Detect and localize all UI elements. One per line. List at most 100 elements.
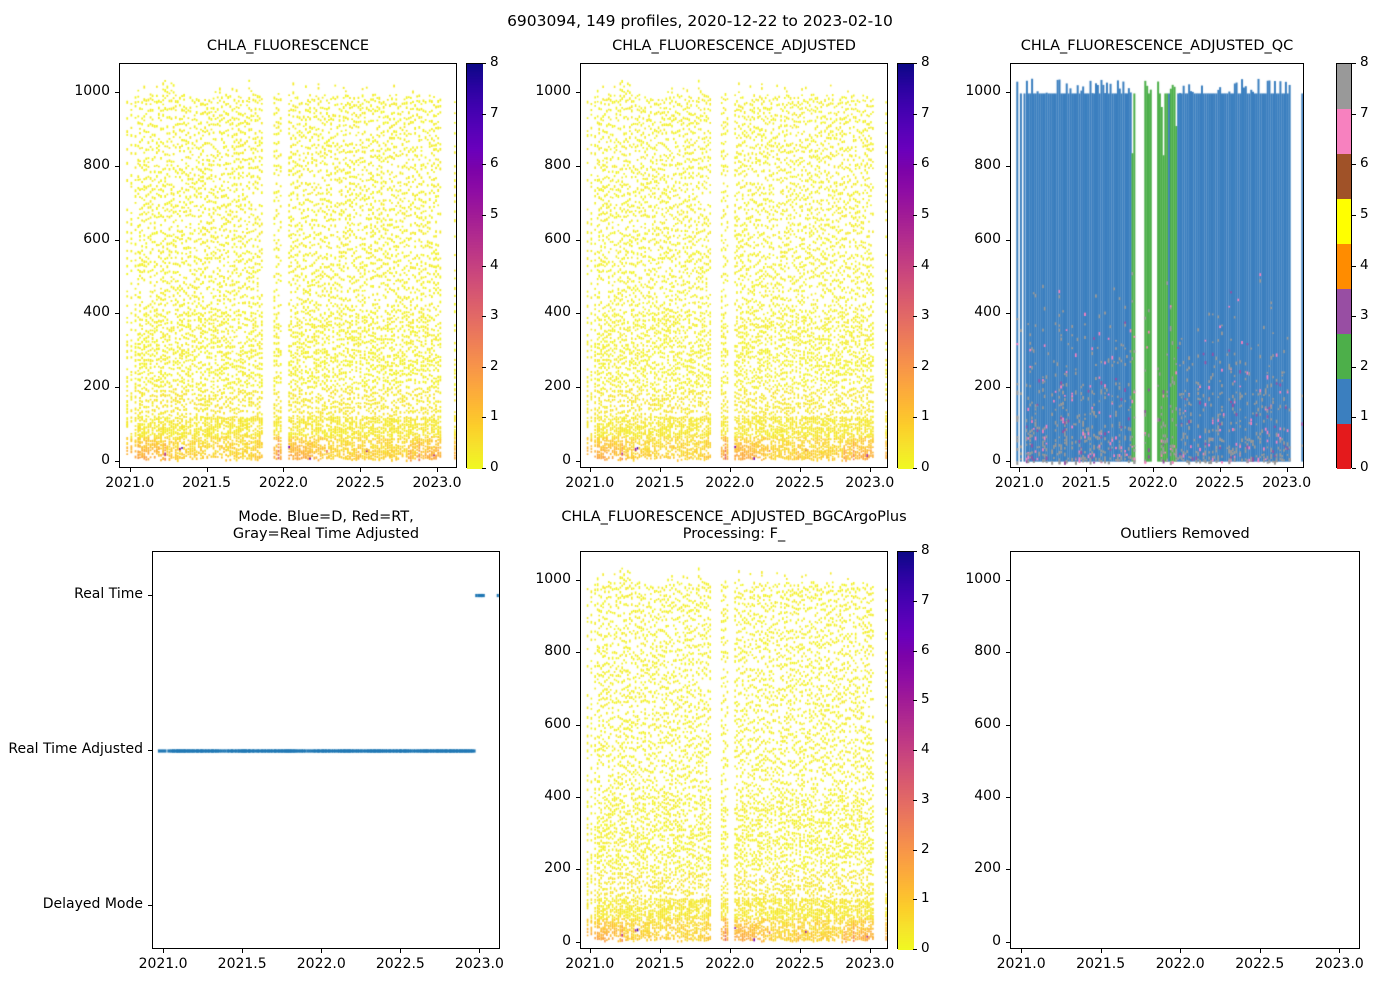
colorbar-ticklabel-chla_fluorescence-1: 1: [490, 408, 499, 425]
colorbar-tick-chla_fluorescence_adjusted_qc-4: [1352, 265, 1356, 267]
xtick-chla_fluorescence_adjusted_bgcargoplus-0: [589, 949, 591, 953]
ytick-chla_fluorescence_adjusted_bgcargoplus-4: [576, 652, 580, 654]
colorbar-tick-chla_fluorescence_adjusted_bgcargoplus-4: [913, 750, 917, 751]
ytick-mode-2: [148, 594, 152, 596]
colorbar-ticklabel-chla_fluorescence-8: 8: [490, 54, 499, 70]
xticklabel-chla_fluorescence_adjusted_bgcargoplus-2: 2022.0: [705, 956, 755, 972]
colorbar-tick-chla_fluorescence_adjusted_qc-3: [1352, 316, 1356, 318]
ytick-chla_fluorescence-4: [115, 166, 119, 168]
colorbar-gradient: [898, 64, 914, 469]
ytick-chla_fluorescence_adjusted_qc-2: [1006, 313, 1010, 315]
colorbar-tick-chla_fluorescence-6: [482, 164, 486, 166]
xticklabel-mode-0: 2021.0: [138, 956, 188, 972]
xtick-chla_fluorescence_adjusted_bgcargoplus-1: [659, 949, 661, 953]
colorbar-segment-0: [1337, 424, 1351, 469]
colorbar-tick-chla_fluorescence_adjusted_bgcargoplus-7: [913, 600, 917, 602]
ytick-outliers_removed-4: [1006, 652, 1010, 654]
xticklabel-mode-2: 2022.0: [296, 956, 346, 972]
colorbar-tick-chla_fluorescence_adjusted-2: [913, 366, 917, 368]
xticklabel-outliers_removed-3: 2022.5: [1235, 956, 1285, 972]
yticklabel-chla_fluorescence_adjusted-2: 400: [544, 304, 571, 321]
colorbar-ticklabel-chla_fluorescence_adjusted_qc-6: 6: [1360, 155, 1369, 172]
xticklabel-chla_fluorescence_adjusted_qc-2: 2022.0: [1128, 475, 1178, 491]
xtick-chla_fluorescence_adjusted_qc-2: [1152, 468, 1154, 472]
xtick-outliers_removed-4: [1339, 949, 1341, 953]
xtick-chla_fluorescence-0: [129, 468, 131, 472]
colorbar-ticklabel-chla_fluorescence_adjusted-2: 2: [921, 357, 930, 374]
plot-area-outliers_removed: [1010, 551, 1360, 949]
colorbar-tick-chla_fluorescence_adjusted-1: [913, 417, 917, 419]
yticklabel-chla_fluorescence_adjusted_bgcargoplus-0: 0: [562, 932, 571, 949]
panel-title-chla_fluorescence_adjusted: CHLA_FLUORESCENCE_ADJUSTED: [612, 38, 856, 54]
ytick-mode-0: [148, 905, 152, 907]
colorbar-ticklabel-chla_fluorescence-5: 5: [490, 205, 499, 222]
xtick-chla_fluorescence_adjusted-2: [729, 468, 731, 472]
colorbar-chla_fluorescence_adjusted: [897, 63, 914, 469]
xtick-outliers_removed-3: [1259, 949, 1261, 953]
colorbar-tick-chla_fluorescence-2: [482, 366, 486, 368]
colorbar-ticklabel-chla_fluorescence_adjusted_qc-5: 5: [1360, 205, 1369, 222]
xticklabel-chla_fluorescence-1: 2021.5: [182, 475, 232, 491]
ytick-outliers_removed-2: [1006, 797, 1010, 799]
xticklabel-chla_fluorescence_adjusted-2: 2022.0: [705, 475, 755, 491]
colorbar-ticklabel-chla_fluorescence_adjusted-0: 0: [921, 459, 930, 475]
panel-title-chla_fluorescence_adjusted_qc: CHLA_FLUORESCENCE_ADJUSTED_QC: [1020, 38, 1294, 54]
colorbar-ticklabel-chla_fluorescence_adjusted-6: 6: [921, 155, 930, 172]
xticklabel-chla_fluorescence_adjusted-3: 2022.5: [775, 475, 825, 491]
yticklabel-chla_fluorescence_adjusted_qc-1: 200: [974, 378, 1001, 394]
yticklabel-outliers_removed-4: 800: [974, 643, 1001, 660]
colorbar-ticklabel-chla_fluorescence-6: 6: [490, 155, 499, 172]
colorbar-ticklabel-chla_fluorescence_adjusted_bgcargoplus-2: 2: [921, 840, 930, 857]
yticklabel-chla_fluorescence_adjusted_qc-0: 0: [992, 451, 1001, 468]
panel-title-line-1: Mode. Blue=D, Red=RT,: [238, 509, 414, 525]
colorbar-ticklabel-chla_fluorescence_adjusted-4: 4: [921, 256, 930, 273]
yticklabel-chla_fluorescence_adjusted_bgcargoplus-1: 200: [544, 860, 571, 877]
colorbar-tick-chla_fluorescence_adjusted_bgcargoplus-1: [913, 899, 917, 901]
yticklabel-chla_fluorescence_adjusted_qc-4: 800: [974, 157, 1001, 174]
xtick-mode-1: [242, 949, 244, 953]
plot-area-chla_fluorescence: [119, 63, 457, 468]
colorbar-tick-chla_fluorescence_adjusted_bgcargoplus-0: [913, 949, 917, 950]
xtick-chla_fluorescence_adjusted_qc-4: [1286, 468, 1288, 472]
yticklabel-outliers_removed-3: 600: [974, 715, 1001, 732]
colorbar-tick-chla_fluorescence_adjusted-0: [913, 468, 917, 469]
yticklabel-chla_fluorescence-2: 400: [83, 304, 110, 321]
ytick-chla_fluorescence-3: [115, 239, 119, 241]
xtick-chla_fluorescence_adjusted_bgcargoplus-3: [799, 949, 801, 953]
ytick-chla_fluorescence_adjusted_bgcargoplus-1: [576, 869, 580, 871]
yticklabel-chla_fluorescence_adjusted_bgcargoplus-2: 400: [544, 788, 571, 805]
panel-title-line-2: Gray=Real Time Adjusted: [232, 526, 420, 542]
plot-data-chla_fluorescence: [120, 64, 456, 467]
xtick-chla_fluorescence_adjusted_bgcargoplus-4: [869, 949, 871, 953]
xticklabel-chla_fluorescence_adjusted_qc-1: 2021.5: [1061, 475, 1111, 491]
xticklabel-chla_fluorescence-4: 2023.0: [412, 475, 462, 491]
xtick-mode-3: [400, 949, 402, 953]
yticklabel-chla_fluorescence-3: 600: [83, 230, 110, 247]
yticklabel-chla_fluorescence_adjusted-5: 1000: [535, 83, 571, 100]
xticklabel-chla_fluorescence_adjusted_bgcargoplus-3: 2022.5: [775, 956, 825, 972]
colorbar-tick-chla_fluorescence_adjusted-4: [913, 265, 917, 267]
xtick-chla_fluorescence_adjusted_bgcargoplus-2: [729, 949, 731, 953]
yticklabel-chla_fluorescence-5: 1000: [74, 83, 110, 100]
yticklabel-chla_fluorescence-0: 0: [101, 451, 110, 468]
colorbar-ticklabel-chla_fluorescence-3: 3: [490, 307, 499, 324]
colorbar-ticklabel-chla_fluorescence_adjusted-5: 5: [921, 205, 930, 222]
xticklabel-outliers_removed-1: 2021.5: [1076, 956, 1126, 972]
xtick-chla_fluorescence-1: [206, 468, 208, 472]
colorbar-chla_fluorescence_adjusted_qc: [1336, 63, 1352, 469]
yticklabel-mode-1: Real Time Adjusted: [8, 741, 143, 757]
colorbar-tick-chla_fluorescence_adjusted_qc-5: [1352, 214, 1356, 216]
colorbar-tick-chla_fluorescence_adjusted_bgcargoplus-3: [913, 799, 917, 801]
ytick-chla_fluorescence_adjusted-4: [576, 166, 580, 168]
xticklabel-chla_fluorescence-2: 2022.0: [258, 475, 308, 491]
colorbar-segment-8: [1337, 64, 1351, 109]
ytick-chla_fluorescence_adjusted_bgcargoplus-2: [576, 797, 580, 799]
panel-title-outliers_removed: Outliers Removed: [1120, 526, 1250, 542]
xtick-chla_fluorescence_adjusted-4: [869, 468, 871, 472]
colorbar-segment-3: [1337, 289, 1351, 334]
plot-data-chla_fluorescence_adjusted_qc: [1011, 64, 1303, 467]
ytick-chla_fluorescence_adjusted_qc-1: [1006, 387, 1010, 388]
xticklabel-chla_fluorescence_adjusted_bgcargoplus-1: 2021.5: [635, 956, 685, 972]
ytick-chla_fluorescence_adjusted_qc-4: [1006, 166, 1010, 168]
